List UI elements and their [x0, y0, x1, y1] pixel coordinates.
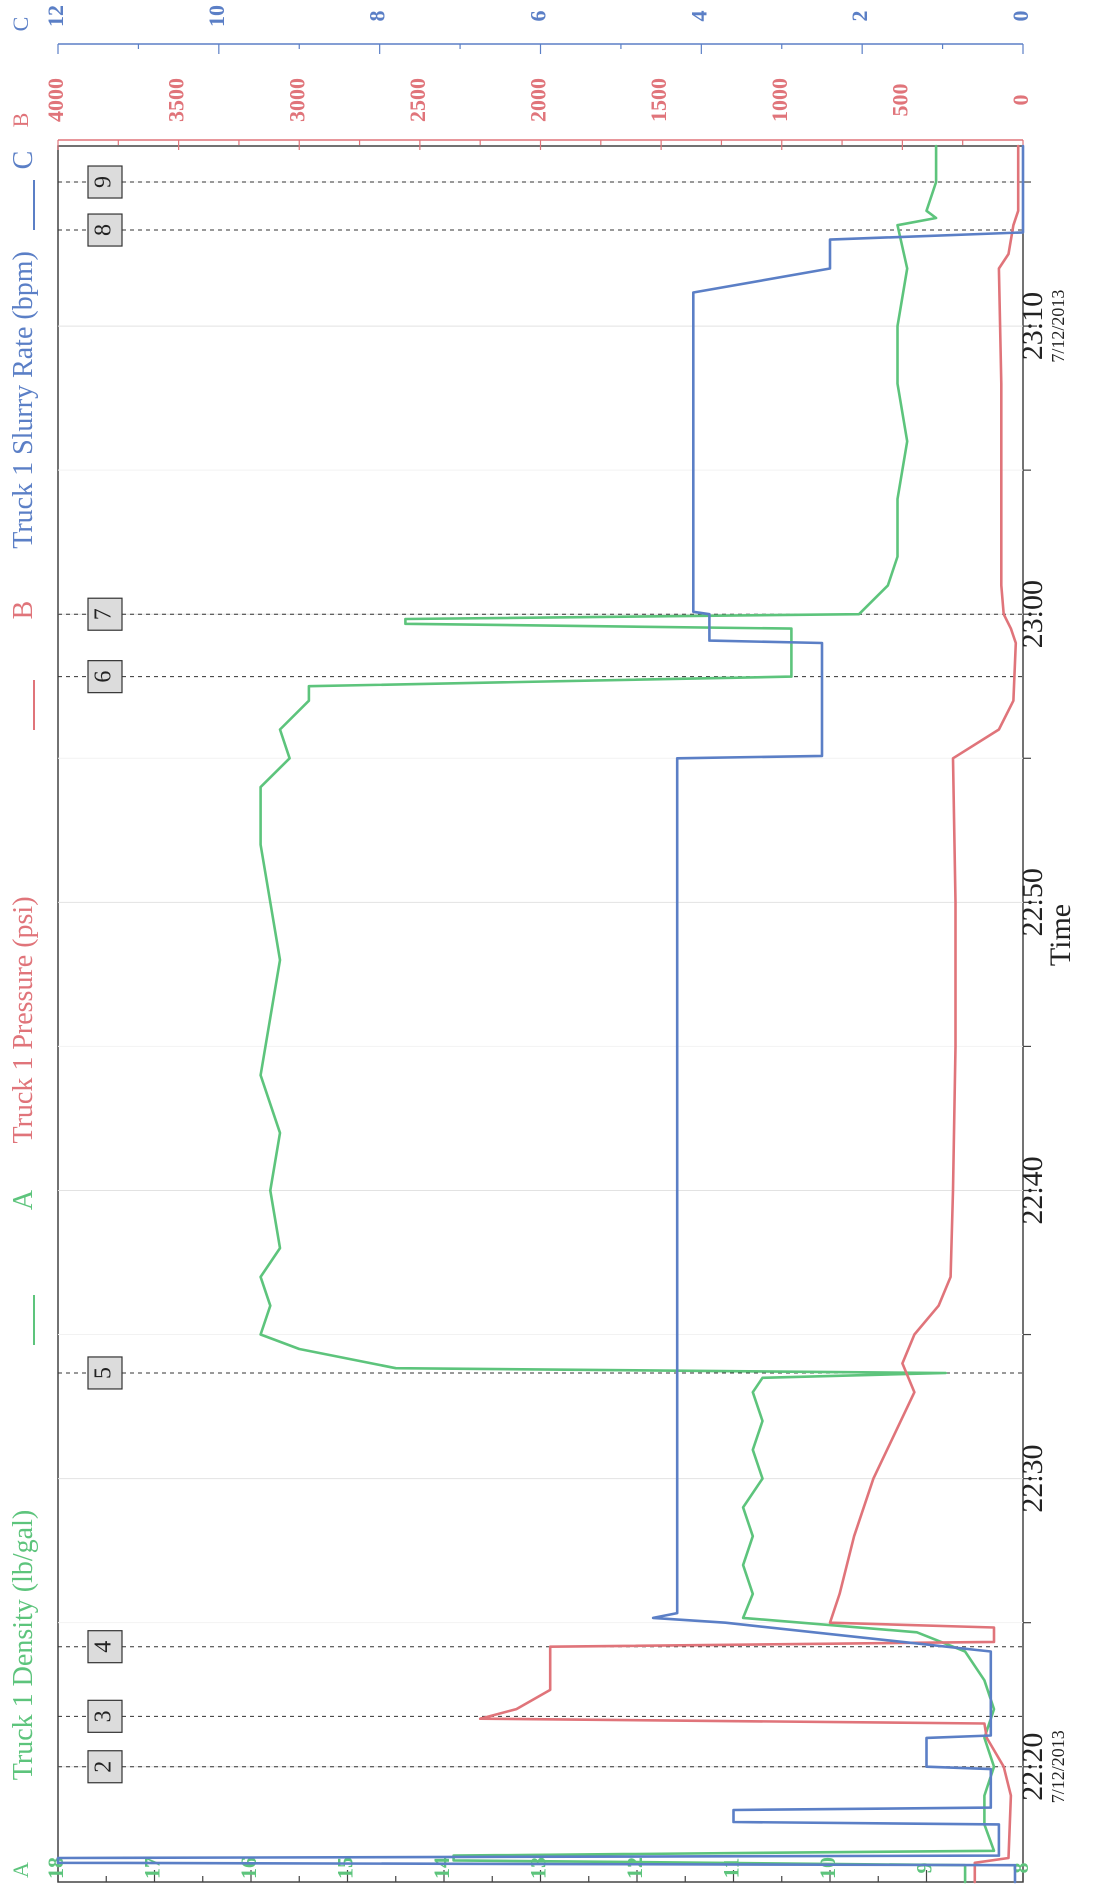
axis-a-tick-label: 9 [912, 1863, 937, 1874]
marker-label: 4 [91, 1641, 117, 1653]
marker-8: 8 [87, 213, 123, 247]
axis-c-tick-label: 8 [365, 11, 390, 22]
marker-2: 2 [87, 1750, 123, 1784]
legend: Truck 1 Density (lb/gal) A Truck 1 Press… [8, 151, 39, 1781]
marker-box [87, 1356, 123, 1390]
marker-label: 8 [91, 224, 117, 236]
axis-c-tick-label: 6 [526, 11, 551, 22]
x-tick-time: 23:10 [1016, 292, 1049, 360]
legend-density-letter: A [8, 1189, 39, 1210]
x-tick-label-5: 23:10 7/12/2013 [1016, 290, 1068, 363]
legend-rate-letter: C [8, 151, 39, 170]
axis-a-tick-label: 16 [236, 1857, 261, 1879]
axis-b-tick-label: 3500 [164, 78, 189, 122]
marker-box [87, 1630, 123, 1664]
axis-a-tick-label: 11 [719, 1858, 744, 1879]
event-markers: 2 3 4 5 6 7 8 9 [58, 165, 1023, 1784]
axis-a-tick-label: 18 [43, 1857, 68, 1879]
x-tick-date: 7/12/2013 [1048, 1730, 1068, 1803]
axis-a-tick-label: 14 [429, 1857, 454, 1879]
axis-c-tick-label: 0 [1008, 11, 1033, 22]
x-tick-time: 23:00 [1016, 580, 1049, 648]
series-line-b [478, 144, 1020, 1884]
axis-a-tick-label: 10 [815, 1857, 840, 1879]
marker-9: 9 [87, 165, 123, 199]
marker-box [87, 1750, 123, 1784]
x-axis-title: Time [1044, 904, 1077, 966]
marker-4: 4 [87, 1630, 123, 1664]
axis-b-ticks: 0 500 1000 1500 2000 2500 3000 3500 4000 [43, 78, 1033, 150]
axis-c-tick-label: 4 [686, 11, 711, 22]
marker-label: 9 [91, 176, 117, 188]
x-tick-label-0: 22:20 7/12/2013 [1016, 1730, 1068, 1803]
x-tick-label-1: 22:30 [1016, 1444, 1049, 1512]
x-tick-date: 7/12/2013 [1048, 290, 1068, 363]
series-lines [56, 144, 1025, 1884]
marker-6: 6 [87, 660, 123, 694]
marker-label: 5 [91, 1367, 117, 1379]
legend-density-label: Truck 1 Density (lb/gal) [8, 1510, 39, 1780]
axis-c-ticks: 0 2 4 6 8 10 12 [43, 5, 1033, 54]
series-line-a [259, 144, 996, 1884]
x-tick-time: 22:20 [1016, 1733, 1049, 1801]
axis-b-tick-label: 3000 [284, 78, 309, 122]
axis-a-tick-label: 8 [1008, 1863, 1033, 1874]
axis-a-tick-label: 17 [140, 1857, 165, 1879]
axis-b-tick-label: 1500 [646, 78, 671, 122]
axis-b-tick-label: 2500 [405, 78, 430, 122]
marker-label: 2 [91, 1761, 117, 1773]
axis-a-letter: A [8, 1862, 33, 1878]
marker-label: 7 [91, 608, 117, 620]
axis-b-letter: B [8, 113, 33, 128]
axis-b-tick-label: 2000 [526, 78, 551, 122]
axis-b-tick-label: 0 [1008, 95, 1033, 106]
axis-c-tick-label: 12 [43, 5, 68, 27]
marker-label: 6 [91, 671, 117, 683]
axis-a-tick-label: 12 [622, 1857, 647, 1879]
marker-box [87, 660, 123, 694]
marker-box [87, 597, 123, 631]
marker-box [87, 213, 123, 247]
axis-c-letter: C [8, 17, 33, 32]
axis-b-tick-label: 1000 [767, 78, 792, 122]
x-tick-label-4: 23:00 [1016, 580, 1049, 648]
x-tick-time: 22:30 [1016, 1444, 1049, 1512]
marker-5: 5 [87, 1356, 123, 1390]
axis-b-tick-label: 500 [887, 84, 912, 117]
legend-pressure-letter: B [8, 601, 39, 620]
marker-7: 7 [87, 597, 123, 631]
legend-rate-label: Truck 1 Slurry Rate (bpm) [8, 251, 39, 549]
legend-pressure-label: Truck 1 Pressure (psi) [8, 896, 39, 1143]
axis-c-tick-label: 10 [204, 5, 229, 27]
marker-label: 3 [91, 1710, 117, 1722]
axis-a-tick-label: 15 [333, 1857, 358, 1879]
x-tick-label-3: 22:50 [1016, 868, 1049, 936]
marker-box [87, 1699, 123, 1733]
axis-b-tick-label: 4000 [43, 78, 68, 122]
x-tick-label-2: 22:40 [1016, 1156, 1049, 1224]
x-tick-time: 22:50 [1016, 868, 1049, 936]
series-line-c [56, 144, 1025, 1884]
x-tick-time: 22:40 [1016, 1156, 1049, 1224]
marker-box [87, 165, 123, 199]
marker-3: 3 [87, 1699, 123, 1733]
axis-c-tick-label: 2 [847, 11, 872, 22]
